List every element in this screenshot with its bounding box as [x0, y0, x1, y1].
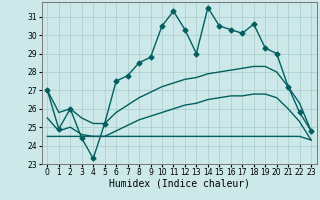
- X-axis label: Humidex (Indice chaleur): Humidex (Indice chaleur): [109, 179, 250, 189]
